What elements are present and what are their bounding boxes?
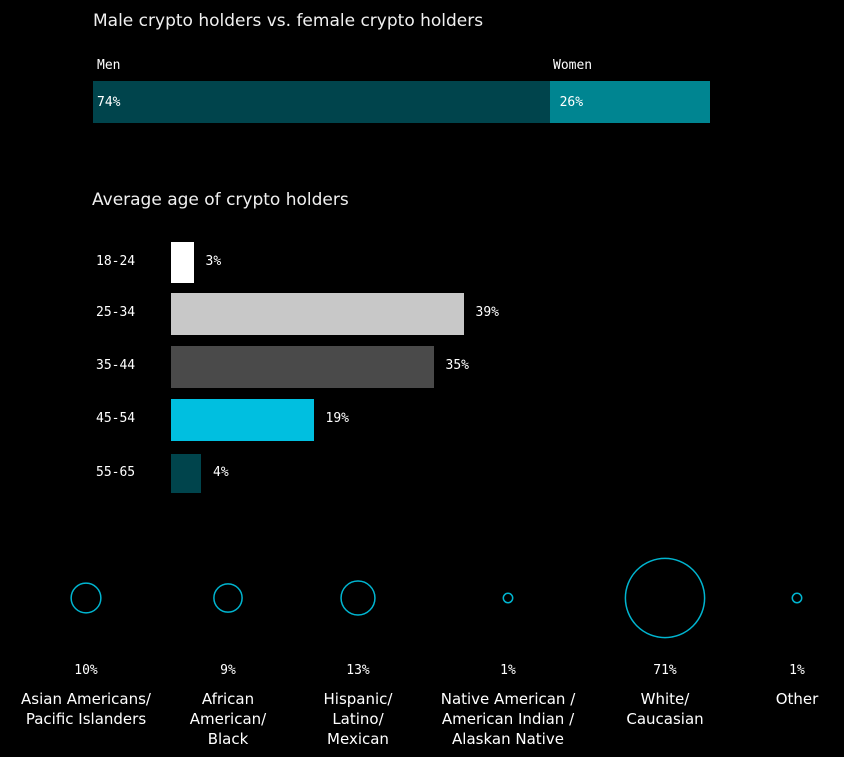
ethnicity-category-label: White/ Caucasian bbox=[626, 690, 704, 728]
age-tick-label: 45-54 bbox=[96, 411, 136, 426]
gender-value-label: 26% bbox=[559, 94, 584, 110]
ethnicity-value-label: 9% bbox=[220, 663, 236, 678]
ethnicity-category-label: Native American / American Indian / Alas… bbox=[440, 690, 576, 748]
ethnicity-category-label: Asian Americans/ Pacific Islanders bbox=[21, 690, 151, 728]
ethnicity-bubble bbox=[624, 557, 706, 639]
age-bar bbox=[171, 242, 194, 283]
age-tick-label: 35-44 bbox=[96, 358, 136, 373]
age-value-label: 35% bbox=[445, 358, 469, 373]
gender-value-label: 74% bbox=[97, 94, 121, 110]
gender-segment-men: 74% bbox=[93, 81, 550, 123]
age-tick-label: 25-34 bbox=[96, 305, 136, 320]
age-bar bbox=[171, 399, 314, 441]
ethnicity-value-label: 10% bbox=[74, 663, 98, 678]
ethnicity-category-label: Hispanic/ Latino/ Mexican bbox=[323, 690, 393, 748]
age-value-label: 19% bbox=[325, 411, 349, 426]
age-chart-title: Average age of crypto holders bbox=[92, 190, 349, 210]
gender-legend-men: Men bbox=[97, 58, 121, 73]
gender-chart-title: Male crypto holders vs. female crypto ho… bbox=[93, 11, 484, 31]
gender-stacked-bar: 74% 26% bbox=[93, 81, 710, 123]
ethnicity-bubble bbox=[70, 582, 102, 614]
ethnicity-value-label: 13% bbox=[346, 663, 370, 678]
ethnicity-category-label: African American/ Black bbox=[189, 690, 267, 748]
ethnicity-bubble bbox=[340, 580, 376, 616]
ethnicity-bubble bbox=[213, 583, 243, 613]
age-tick-label: 55-65 bbox=[96, 464, 136, 480]
ethnicity-bubble bbox=[791, 592, 803, 604]
ethnicity-bubble bbox=[502, 592, 514, 604]
age-tick-label: 18-24 bbox=[96, 253, 136, 269]
age-value-label: 4% bbox=[213, 464, 229, 480]
age-value-label: 39% bbox=[475, 305, 499, 320]
gender-legend-women: Women bbox=[553, 58, 593, 73]
age-value-label: 3% bbox=[205, 253, 222, 269]
ethnicity-value-label: 1% bbox=[789, 663, 805, 678]
age-bar bbox=[171, 346, 434, 388]
age-bar bbox=[171, 293, 464, 335]
gender-segment-women: 26% bbox=[549, 81, 710, 123]
ethnicity-value-label: 71% bbox=[653, 663, 677, 678]
age-bar bbox=[171, 454, 201, 493]
ethnicity-category-label: Other bbox=[775, 690, 819, 708]
ethnicity-value-label: 1% bbox=[500, 663, 516, 678]
